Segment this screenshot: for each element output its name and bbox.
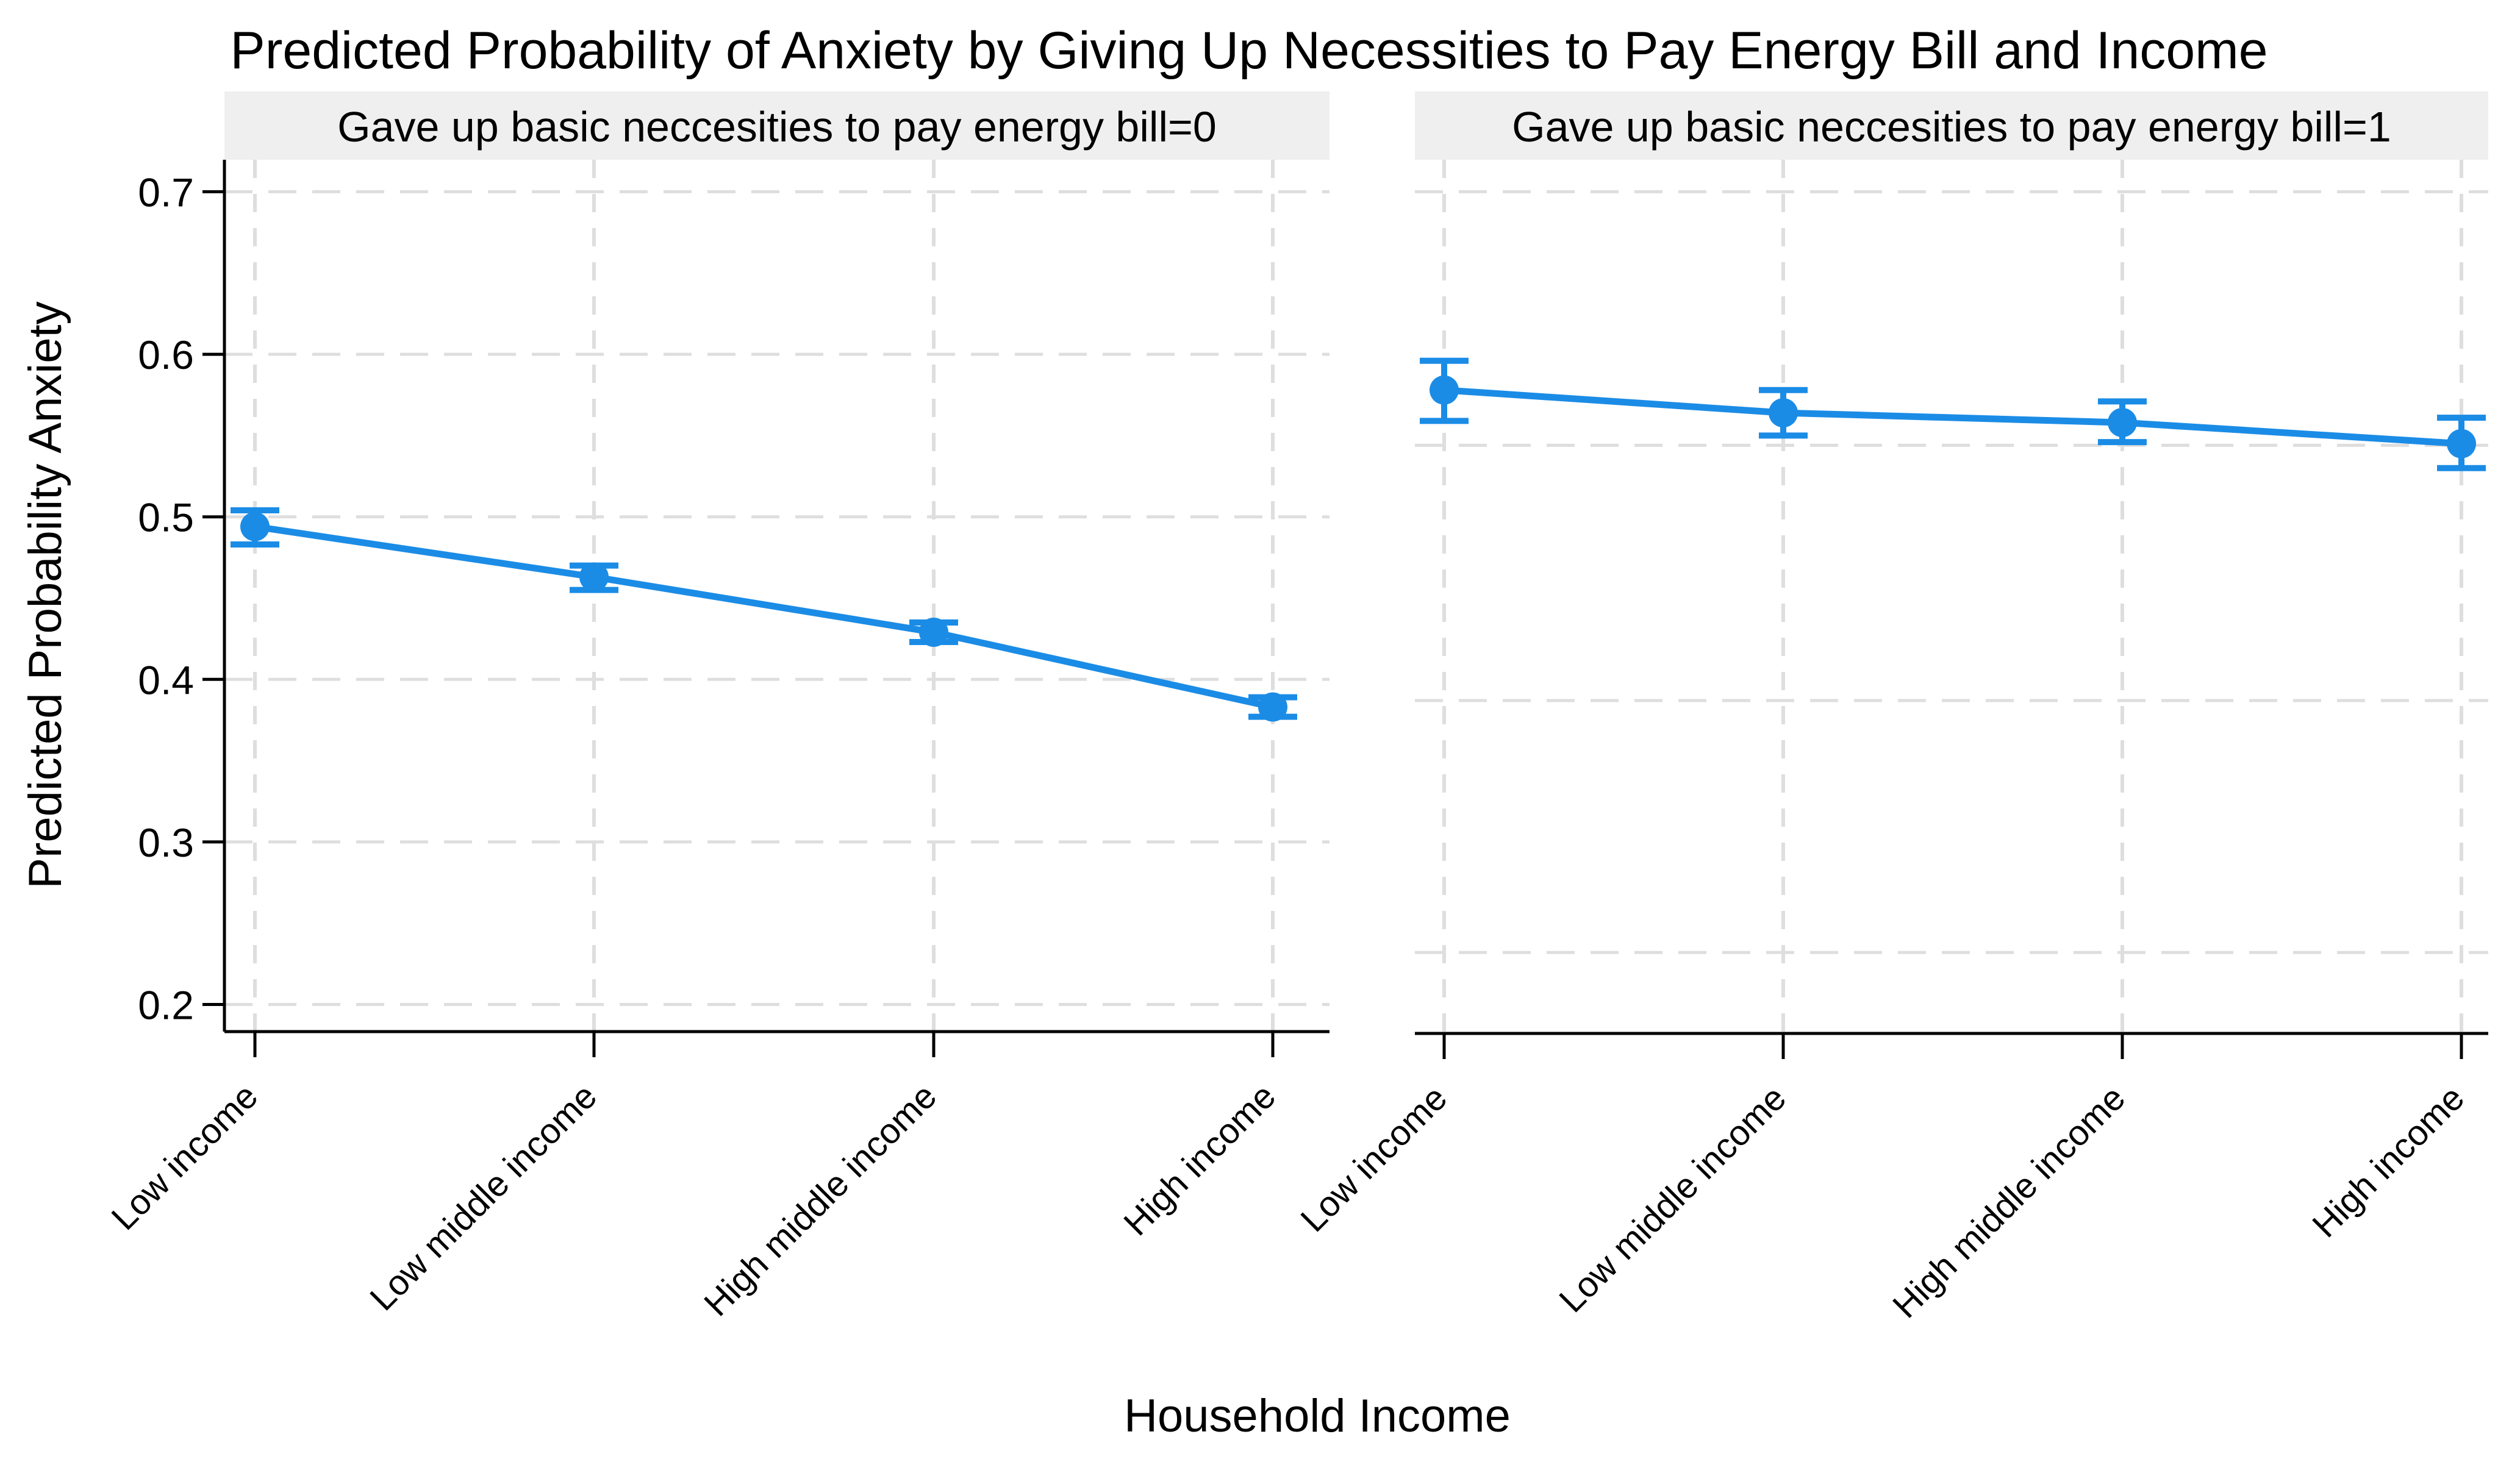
panel-header-band	[224, 91, 1330, 160]
x-category-label: Low middle income	[362, 1076, 604, 1318]
y-tick-label: 0.3	[138, 820, 194, 865]
x-category-label: High income	[2305, 1078, 2472, 1245]
y-tick-label: 0.6	[138, 332, 194, 377]
x-category-label: High middle income	[696, 1076, 944, 1324]
panel: Gave up basic neccesities to pay energy …	[1293, 91, 2488, 1325]
y-tick-label: 0.4	[138, 657, 194, 702]
y-tick-label: 0.2	[138, 983, 194, 1028]
x-category-label: Low income	[1293, 1078, 1455, 1240]
x-category-label: High middle income	[1885, 1078, 2133, 1325]
trend-line	[1444, 387, 2462, 448]
panel-header: Gave up basic neccesities to pay energy …	[1512, 103, 2391, 151]
chart-title: Predicted Probability of Anxiety by Givi…	[230, 21, 2267, 80]
y-tick-label: 0.7	[138, 170, 194, 215]
data-point	[919, 617, 948, 647]
x-category-label: Low middle income	[1551, 1078, 1794, 1320]
x-category-label: High income	[1116, 1076, 1283, 1243]
panels: Gave up basic neccesities to pay energy …	[104, 91, 2488, 1325]
trend-line	[254, 523, 1274, 710]
data-point	[2108, 408, 2137, 438]
data-point	[1769, 398, 1798, 428]
x-category-label: Low income	[104, 1076, 265, 1238]
data-point	[2447, 429, 2476, 458]
panel: Gave up basic neccesities to pay energy …	[104, 91, 1330, 1324]
y-axis-label: Predicted Probability Anxiety	[20, 301, 71, 888]
data-point	[240, 512, 270, 541]
panel-header: Gave up basic neccesities to pay energy …	[337, 103, 1217, 151]
y-tick-label: 0.5	[138, 495, 194, 540]
panel-header-band	[1415, 91, 2488, 160]
x-axis-label: Household Income	[1124, 1390, 1511, 1442]
data-point	[1430, 375, 1459, 405]
data-point	[579, 562, 609, 592]
data-point	[1258, 692, 1287, 722]
